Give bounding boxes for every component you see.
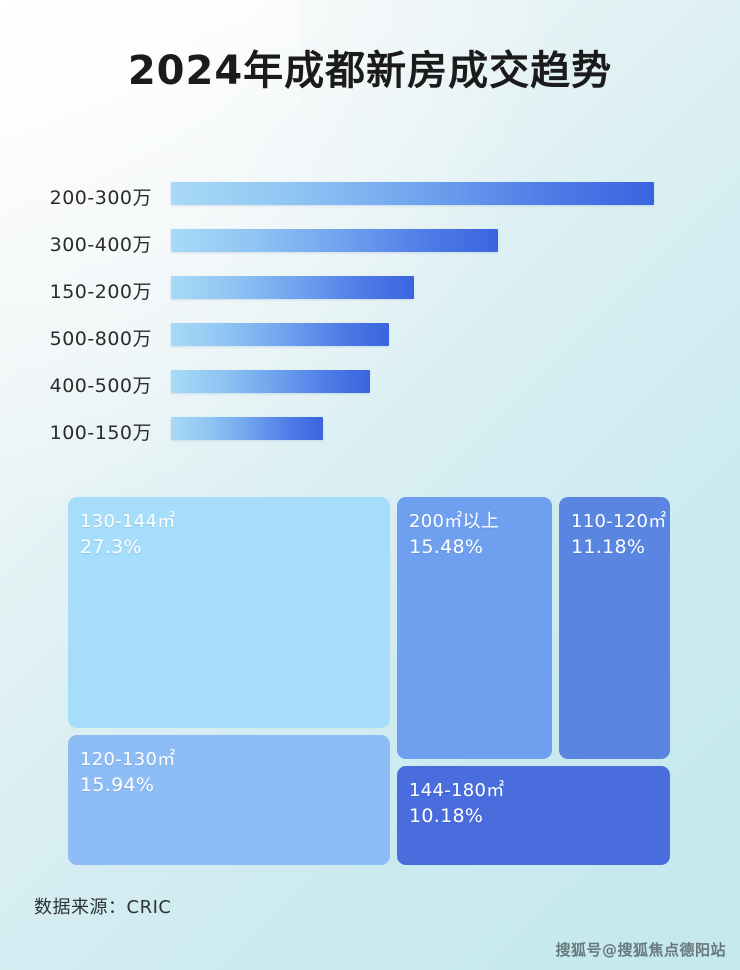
- bar-fill: [171, 370, 371, 393]
- bar-track: [171, 182, 654, 205]
- bar-row: 200-300万: [0, 182, 740, 222]
- bar-fill: [171, 276, 414, 299]
- bar-track: [171, 417, 654, 440]
- bar-fill: [171, 229, 499, 252]
- bar-label: 400-500万: [49, 375, 152, 397]
- treemap-cell-label: 120-130㎡: [80, 749, 176, 770]
- bar-chart: 200-300万 300-400万 150-200万 500-800万 400-: [0, 175, 740, 450]
- bar-label: 500-800万: [49, 328, 152, 350]
- treemap-cell-120-130[interactable]: 120-130㎡ 15.94%: [68, 735, 390, 865]
- bar-fill: [171, 417, 324, 440]
- data-source-note: 数据来源：CRIC: [34, 897, 172, 918]
- treemap-cell-label: 144-180㎡: [409, 780, 505, 801]
- bar-row: 150-200万: [0, 276, 740, 316]
- bar-track: [171, 370, 654, 393]
- treemap-cell-label: 130-144㎡: [80, 511, 176, 532]
- bar-label: 100-150万: [49, 422, 152, 444]
- bar-row: 500-800万: [0, 323, 740, 363]
- treemap-cell-130-144[interactable]: 130-144㎡ 27.3%: [68, 497, 390, 728]
- treemap-cell-label: 110-120㎡: [571, 511, 667, 532]
- bar-label: 150-200万: [49, 281, 152, 303]
- treemap-cell-value: 15.94%: [80, 774, 155, 796]
- treemap-cell-label: 200㎡以上: [409, 511, 500, 532]
- watermark: 搜狐号@搜狐焦点德阳站: [555, 941, 726, 959]
- bar-row: 400-500万: [0, 370, 740, 410]
- treemap-cell-200-plus[interactable]: 200㎡以上 15.48%: [397, 497, 552, 759]
- area-treemap: 130-144㎡ 27.3% 120-130㎡ 15.94% 200㎡以上 15…: [68, 497, 670, 867]
- bar-row: 300-400万: [0, 229, 740, 269]
- bar-row: 100-150万: [0, 417, 740, 457]
- bar-fill: [171, 182, 654, 205]
- treemap-cell-value: 11.18%: [571, 536, 646, 558]
- page-title: 2024年成都新房成交趋势: [127, 48, 613, 94]
- treemap-cell-value: 15.48%: [409, 536, 484, 558]
- bar-label: 200-300万: [49, 187, 152, 209]
- treemap-cell-value: 10.18%: [409, 805, 484, 827]
- bar-track: [171, 229, 654, 252]
- bar-fill: [171, 323, 390, 346]
- bar-label: 300-400万: [49, 234, 152, 256]
- bar-track: [171, 276, 654, 299]
- treemap-cell-110-120[interactable]: 110-120㎡ 11.18%: [559, 497, 670, 759]
- bar-track: [171, 323, 654, 346]
- treemap-cell-144-180[interactable]: 144-180㎡ 10.18%: [397, 766, 670, 865]
- treemap-cell-value: 27.3%: [80, 536, 142, 558]
